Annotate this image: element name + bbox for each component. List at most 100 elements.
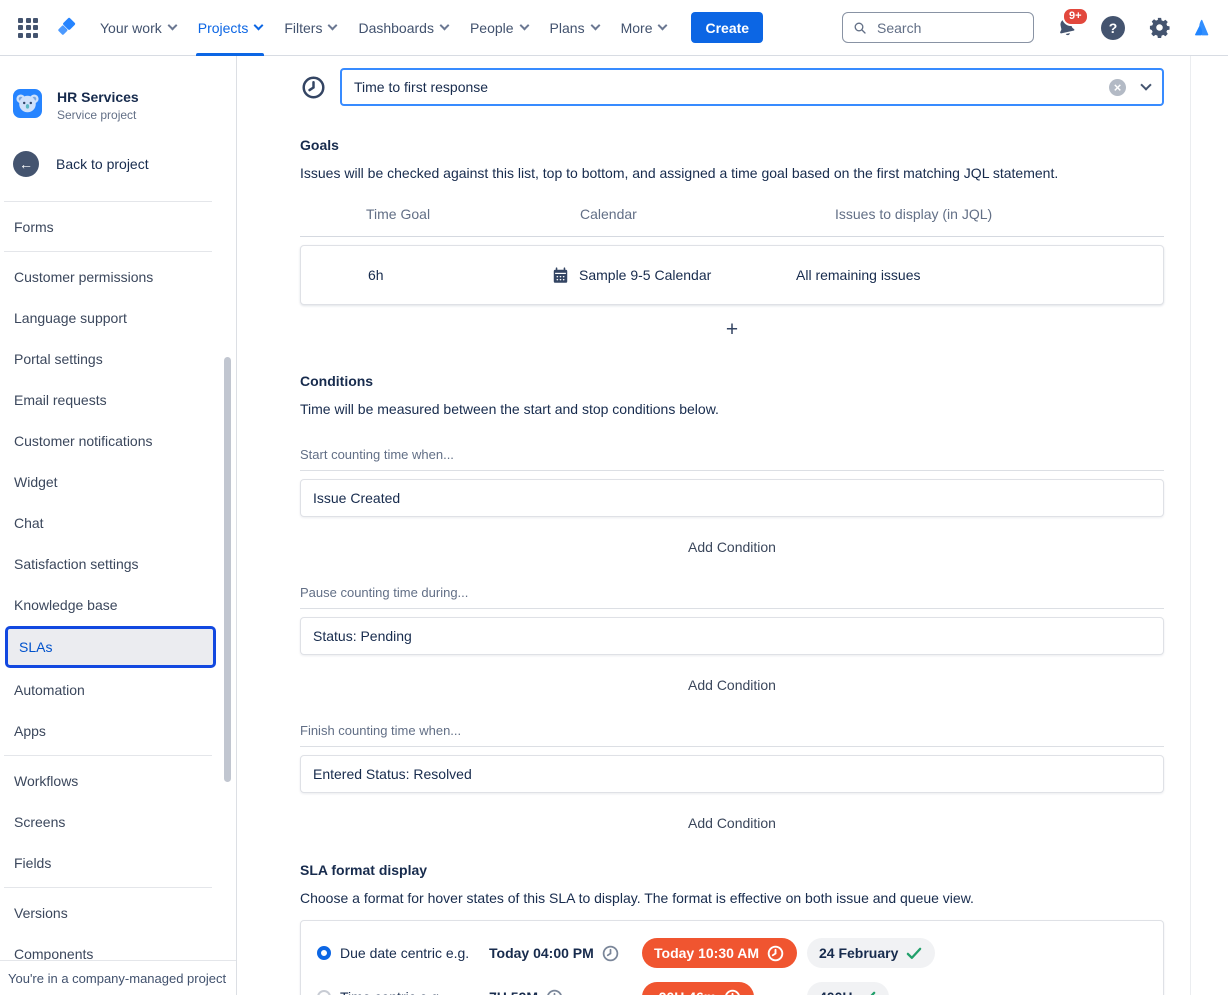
column-calendar: Calendar (580, 206, 637, 222)
create-button[interactable]: Create (691, 12, 764, 43)
divider (4, 251, 212, 252)
add-finish-condition-button[interactable]: Add Condition (688, 815, 776, 831)
search-input[interactable] (875, 18, 1024, 37)
sidebar-item-automation[interactable]: Automation (14, 681, 85, 698)
nav-item-people[interactable]: People (459, 0, 539, 56)
sla-clock-icon (300, 74, 327, 101)
clock-icon (601, 944, 620, 963)
add-goal-button[interactable]: + (718, 318, 746, 342)
goal-row[interactable]: 6h Sample 9-5 Calendar All remaining iss… (300, 245, 1164, 305)
chevron-down-icon (519, 20, 529, 31)
help-button[interactable]: ? (1099, 14, 1127, 42)
time-centric-label: Time centric e.g. (340, 989, 443, 995)
breached-format-badge: Today 10:30 AM (642, 938, 798, 968)
top-navigation: Your work Projects Filters Dashboards Pe… (0, 0, 1228, 56)
search-box (842, 12, 1034, 43)
sidebar-item-slas[interactable]: SLAs (5, 626, 216, 668)
start-condition-label: Start counting time when... (300, 447, 1164, 471)
nav-item-more[interactable]: More (610, 0, 678, 56)
question-mark-icon: ? (1101, 15, 1125, 40)
sidebar-item-forms[interactable]: Forms (14, 218, 54, 235)
pause-condition-value[interactable]: Status: Pending (300, 617, 1164, 655)
goal-issues: All remaining issues (796, 267, 921, 283)
sidebar-item-knowledge-base[interactable]: Knowledge base (14, 596, 118, 613)
divider (4, 887, 212, 888)
project-name: HR Services (57, 89, 139, 105)
managed-project-note: You're in a company-managed project (0, 960, 236, 995)
goals-heading: Goals (300, 137, 339, 153)
goals-table-header: Time Goal Calendar Issues to display (in… (300, 206, 1164, 237)
project-header: HR Services Service project (13, 89, 228, 122)
nav-item-dashboards[interactable]: Dashboards (347, 0, 459, 56)
check-icon (905, 944, 923, 962)
chevron-down-icon (590, 20, 601, 31)
sidebar-item-widget[interactable]: Widget (14, 473, 58, 490)
project-type: Service project (57, 108, 137, 122)
sidebar-item-components[interactable]: Components (14, 945, 94, 962)
sidebar-scrollbar[interactable] (224, 357, 231, 782)
add-start-condition-button[interactable]: Add Condition (688, 539, 776, 555)
notifications-button[interactable]: 9+ (1053, 7, 1089, 41)
clear-icon[interactable]: × (1109, 78, 1126, 96)
nav-item-your-work[interactable]: Your work (89, 0, 187, 56)
breached-format-badge: -20H 46m (642, 982, 755, 995)
nav-item-plans[interactable]: Plans (539, 0, 610, 56)
chevron-down-icon[interactable] (1140, 79, 1152, 91)
clock-icon (723, 988, 742, 995)
column-issues-jql: Issues to display (in JQL) (835, 206, 993, 222)
app-switcher-button[interactable] (12, 12, 44, 44)
sidebar-item-apps[interactable]: Apps (14, 722, 46, 739)
add-pause-condition-button[interactable]: Add Condition (688, 677, 776, 693)
due-date-centric-row: Due date centric e.g. Today 04:00 PM Tod… (317, 938, 1147, 968)
back-to-project-label: Back to project (56, 156, 149, 172)
sidebar-item-language-support[interactable]: Language support (14, 309, 127, 326)
nav-item-projects[interactable]: Projects (187, 0, 274, 56)
sidebar-item-fields[interactable]: Fields (14, 854, 52, 871)
calendar-icon (551, 266, 570, 285)
nav-item-filters[interactable]: Filters (273, 0, 347, 56)
conditions-description: Time will be measured between the start … (300, 401, 719, 417)
back-to-project-button[interactable]: ← Back to project (13, 151, 149, 177)
check-icon (859, 988, 877, 995)
chevron-down-icon (658, 20, 668, 31)
content-right-divider (1190, 56, 1191, 995)
notification-badge: 9+ (1062, 7, 1089, 26)
finish-condition-label: Finish counting time when... (300, 723, 1164, 747)
sidebar-item-email-requests[interactable]: Email requests (14, 391, 107, 408)
sla-format-heading: SLA format display (300, 862, 428, 878)
project-settings-sidebar: HR Services Service project ← Back to pr… (0, 56, 237, 995)
chevron-down-icon (439, 20, 450, 31)
settings-button[interactable] (1146, 14, 1173, 41)
radio-selected-icon[interactable] (317, 946, 331, 960)
radio-unselected-icon[interactable] (317, 990, 331, 995)
sidebar-item-workflows[interactable]: Workflows (14, 772, 79, 789)
sidebar-item-versions[interactable]: Versions (14, 904, 68, 921)
sidebar-item-screens[interactable]: Screens (14, 813, 66, 830)
sidebar-item-portal-settings[interactable]: Portal settings (14, 350, 103, 367)
sla-name-row: Time to first response × (300, 68, 1164, 106)
chevron-down-icon (328, 20, 338, 31)
sla-name-value: Time to first response (354, 79, 489, 95)
search-icon (852, 20, 868, 36)
due-date-centric-option[interactable]: Due date centric e.g. (317, 945, 489, 961)
met-format-badge: 24 February (807, 938, 936, 968)
chevron-down-icon (253, 20, 264, 31)
goal-calendar: Sample 9-5 Calendar (579, 267, 712, 283)
remaining-format-sample: 7H 59M (489, 988, 642, 995)
start-condition-value[interactable]: Issue Created (300, 479, 1164, 517)
finish-condition-value[interactable]: Entered Status: Resolved (300, 755, 1164, 793)
column-time-goal: Time Goal (366, 206, 431, 222)
time-centric-row: Time centric e.g. 7H 59M -20H 46m 400H (317, 982, 1147, 995)
goal-time: 6h (368, 267, 384, 283)
remaining-format-sample: Today 04:00 PM (489, 944, 642, 963)
time-centric-option[interactable]: Time centric e.g. (317, 989, 489, 995)
jira-logo[interactable] (54, 15, 79, 40)
sla-name-select[interactable]: Time to first response × (340, 68, 1164, 106)
sidebar-item-customer-notifications[interactable]: Customer notifications (14, 432, 153, 449)
sidebar-item-satisfaction-settings[interactable]: Satisfaction settings (14, 555, 139, 572)
sidebar-item-customer-permissions[interactable]: Customer permissions (14, 268, 154, 285)
met-format-badge: 400H (807, 982, 890, 995)
due-date-centric-label: Due date centric e.g. (340, 945, 470, 961)
divider (4, 201, 212, 202)
sidebar-item-chat[interactable]: Chat (14, 514, 44, 531)
